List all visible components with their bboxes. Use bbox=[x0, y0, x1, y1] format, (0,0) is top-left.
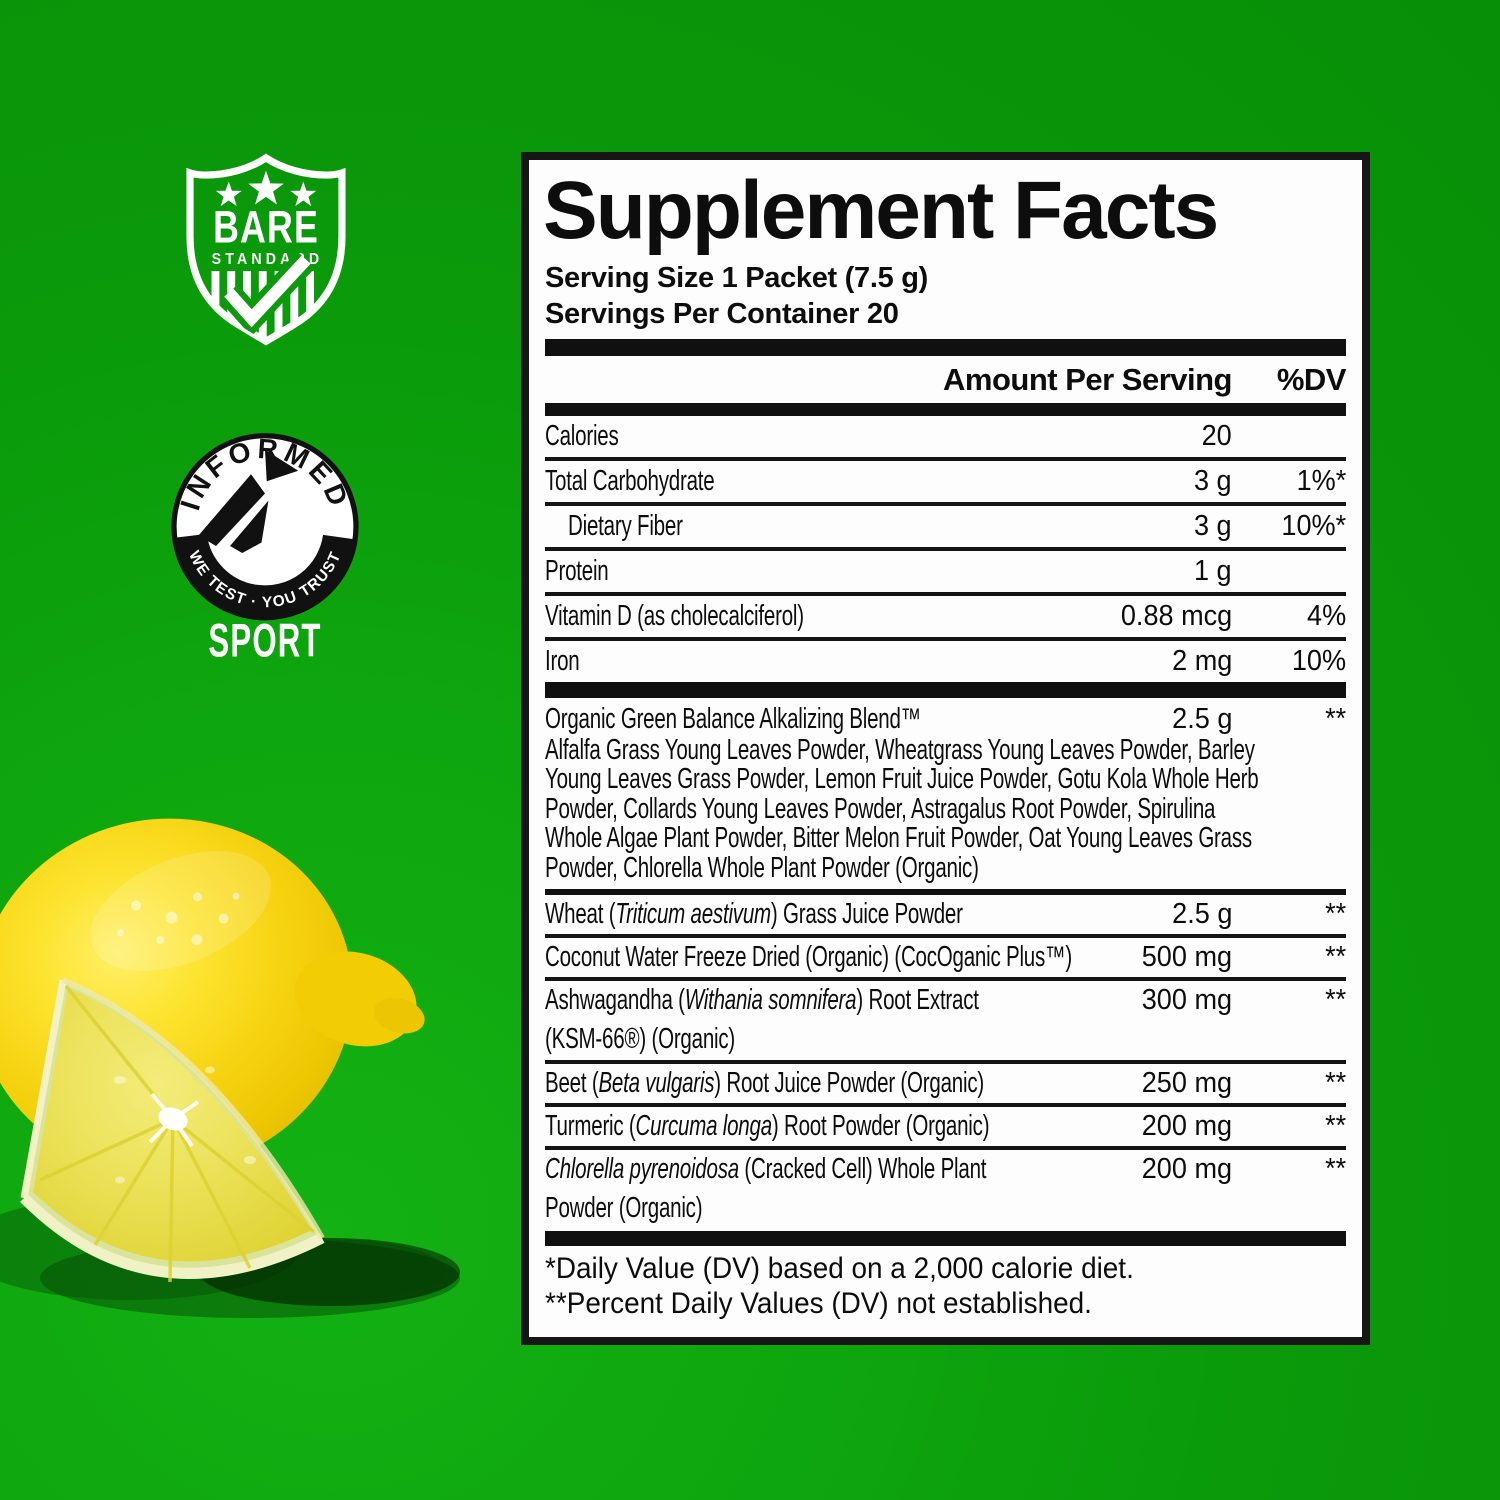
star-icon bbox=[248, 170, 284, 205]
dv-value: ** bbox=[1324, 1067, 1346, 1100]
nutrient-name: Iron bbox=[545, 644, 580, 677]
bare-standard-badge-icon: BARE STANDARD bbox=[186, 153, 346, 346]
amount-value: 3 g bbox=[1194, 464, 1232, 497]
dv-value: 10% bbox=[1291, 644, 1346, 677]
shield-stripes bbox=[211, 251, 316, 342]
lemon-wedge bbox=[20, 977, 325, 1283]
supplement-facts-label: Supplement Facts Serving Size 1 Packet (… bbox=[521, 152, 1370, 1346]
footnote-daily-value: *Daily Value (DV) based on a 2,000 calor… bbox=[545, 1252, 1134, 1286]
ingredient-row: Turmeric (Curcuma longa) Root Powder (Or… bbox=[545, 1103, 1346, 1146]
serving-size: Serving Size 1 Packet (7.5 g) bbox=[545, 261, 928, 294]
ingredient-name: Coconut Water Freeze Dried (Organic) (Co… bbox=[545, 941, 1072, 974]
blend-amount: 2.5 g bbox=[1171, 702, 1232, 735]
ingredient-row: Coconut Water Freeze Dried (Organic) (Co… bbox=[545, 934, 1346, 977]
blend-dv: ** bbox=[1324, 702, 1346, 735]
amount-value: 250 mg bbox=[1141, 1067, 1232, 1100]
divider-bar bbox=[545, 402, 1346, 416]
divider-bar bbox=[545, 889, 1346, 896]
amount-value: 200 mg bbox=[1141, 1110, 1232, 1143]
ingredient-name: Ashwagandha (Withania somnifera) Root Ex… bbox=[545, 984, 979, 1017]
amount-value: 3 g bbox=[1194, 509, 1232, 542]
star-icons bbox=[215, 170, 317, 207]
dv-header: %DV bbox=[1276, 361, 1347, 397]
footnote-not-established: **Percent Daily Values (DV) not establis… bbox=[545, 1287, 1092, 1321]
nutrient-rows: Calories 20 Total Carbohydrate 3 g 1%* Dietar… bbox=[545, 416, 1346, 682]
sport-text: SPORT bbox=[208, 615, 321, 667]
ingredient-row: Beet (Beta vulgaris) Root Juice Powder (… bbox=[545, 1060, 1346, 1103]
ingredient-name: Turmeric (Curcuma longa) Root Powder (Or… bbox=[545, 1110, 990, 1143]
ingredient-name: Chlorella pyrenoidosa (Cracked Cell) Who… bbox=[545, 1153, 987, 1186]
servings-per-container: Servings Per Container 20 bbox=[545, 297, 899, 330]
informed-sport-badge-icon: INFORMED WE TEST · YOU TRUST SPORT bbox=[171, 433, 359, 667]
ingredient-name: Wheat (Triticum aestivum) Grass Juice Po… bbox=[545, 898, 963, 931]
nutrient-row: Total Carbohydrate 3 g 1%* bbox=[545, 456, 1346, 502]
nutrient-row: Calories 20 bbox=[545, 416, 1346, 457]
amount-value: 2 mg bbox=[1171, 644, 1232, 677]
ingredient-rows: Wheat (Triticum aestivum) Grass Juice Po… bbox=[545, 895, 1346, 1229]
nutrient-row: Vitamin D (as cholecalciferol) 0.88 mcg 4% bbox=[545, 591, 1346, 637]
lemon-photo bbox=[0, 818, 460, 1318]
amount-value: 500 mg bbox=[1141, 941, 1232, 974]
amount-value: 20 bbox=[1201, 419, 1232, 452]
nutrient-row: Dietary Fiber 3 g 10%* bbox=[545, 501, 1346, 547]
amount-value: 1 g bbox=[1194, 554, 1232, 587]
amount-value: 0.88 mcg bbox=[1120, 599, 1232, 632]
column-header-row: Amount Per Serving %DV bbox=[545, 356, 1347, 403]
checkmark-icon bbox=[224, 255, 311, 328]
nutrient-row: Iron 2 mg 10% bbox=[545, 636, 1346, 682]
ingredient-row: Ashwagandha (Withania somnifera) Root Ex… bbox=[545, 977, 1346, 1060]
nutrient-name: Calories bbox=[545, 419, 619, 452]
ingredient-row: Chlorella pyrenoidosa (Cracked Cell) Who… bbox=[545, 1146, 1346, 1229]
dv-value bbox=[1232, 556, 1346, 586]
label-title: Supplement Facts bbox=[543, 165, 1219, 256]
divider-bar bbox=[545, 1231, 1346, 1247]
dv-value: 1%* bbox=[1296, 464, 1346, 497]
amount-value: 200 mg bbox=[1141, 1153, 1232, 1186]
dv-value bbox=[1232, 421, 1346, 451]
dv-value: ** bbox=[1324, 941, 1346, 974]
nutrient-name: Dietary Fiber bbox=[568, 509, 683, 542]
footnotes: *Daily Value (DV) based on a 2,000 calor… bbox=[545, 1246, 1346, 1321]
dv-value: 10%* bbox=[1281, 509, 1346, 542]
badge-bottom-band bbox=[173, 434, 357, 619]
dv-value: ** bbox=[1324, 1110, 1346, 1143]
amount-per-serving-header: Amount Per Serving bbox=[943, 361, 1233, 397]
ingredient-name: Beet (Beta vulgaris) Root Juice Powder (… bbox=[545, 1067, 984, 1100]
blend-section: Organic Green Balance Alkalizing Blend™ … bbox=[545, 698, 1346, 890]
nutrient-name: Total Carbohydrate bbox=[545, 464, 715, 497]
ingredient-name-continued: Powder (Organic) bbox=[545, 1192, 703, 1225]
nutrient-name: Vitamin D (as cholecalciferol) bbox=[545, 599, 804, 632]
ingredient-row: Wheat (Triticum aestivum) Grass Juice Po… bbox=[545, 895, 1346, 934]
dv-value: 4% bbox=[1306, 599, 1346, 632]
star-icon bbox=[290, 181, 317, 207]
dv-value: ** bbox=[1324, 984, 1346, 1017]
nutrient-row: Protein 1 g bbox=[545, 546, 1346, 592]
dv-value: ** bbox=[1324, 898, 1346, 931]
amount-value: 2.5 g bbox=[1171, 898, 1232, 931]
blend-name: Organic Green Balance Alkalizing Blend™ bbox=[545, 702, 921, 735]
wedge-core bbox=[148, 1092, 200, 1148]
arrow-icon bbox=[198, 449, 299, 553]
bare-text: BARE bbox=[213, 201, 319, 252]
amount-value: 300 mg bbox=[1141, 984, 1232, 1017]
divider-bar bbox=[545, 681, 1346, 698]
nutrient-name: Protein bbox=[545, 554, 609, 587]
dv-value: ** bbox=[1324, 1153, 1346, 1186]
divider-bar bbox=[545, 338, 1346, 356]
blend-description: Alfalfa Grass Young Leaves Powder, Wheat… bbox=[545, 733, 1259, 884]
star-icon bbox=[215, 181, 242, 207]
ingredient-name-continued: (KSM-66®) (Organic) bbox=[545, 1023, 736, 1056]
